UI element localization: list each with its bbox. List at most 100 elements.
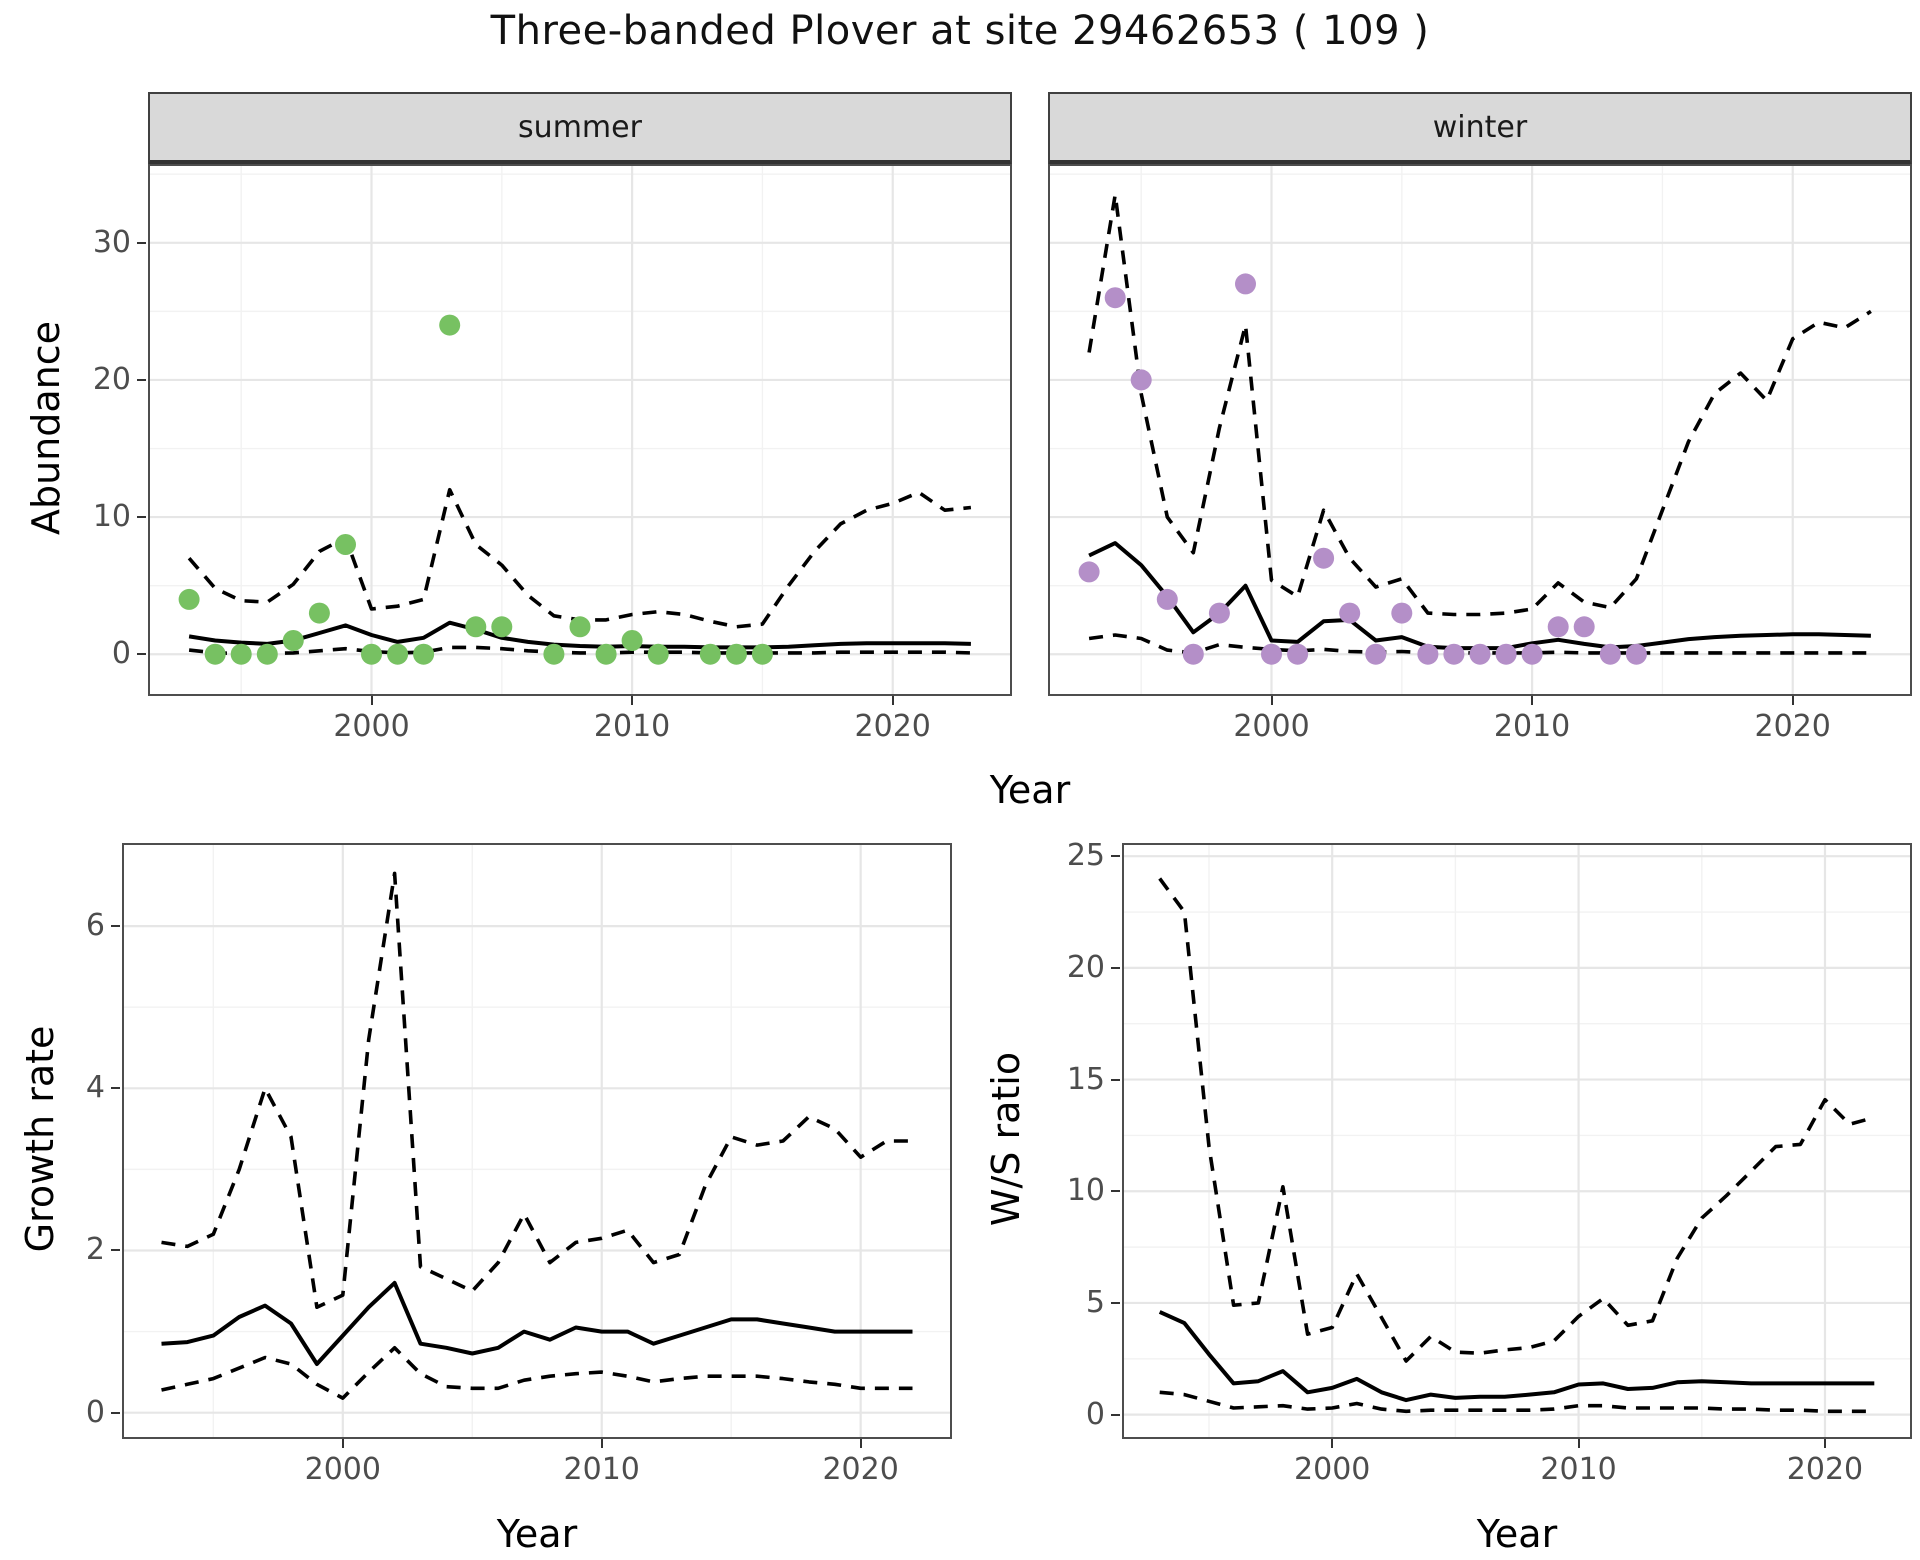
y-axis-title-ws-ratio: W/S ratio [984, 1051, 1028, 1227]
x-tick-label: 2010 [1540, 1452, 1617, 1487]
x-tick-label: 2020 [854, 709, 931, 744]
x-axis-title-ws-ratio: Year [1476, 1512, 1558, 1556]
lower-ci-line [161, 1345, 913, 1400]
y-tick [111, 1249, 120, 1252]
lower-ci-line [1159, 1390, 1875, 1414]
observation-point [1443, 643, 1465, 665]
x-tick-label: 2020 [1786, 1452, 1864, 1487]
chart-svg-growth-rate [124, 845, 950, 1437]
x-tick [859, 1439, 862, 1448]
observation-point [569, 616, 591, 638]
x-tick [891, 696, 894, 705]
y-axis-title-growth-rate: Growth rate [18, 1025, 62, 1253]
x-tick-label: 2000 [304, 1452, 381, 1487]
observation-point [1235, 273, 1256, 295]
panel-abundance-winter [1048, 164, 1912, 696]
observation-point [595, 643, 617, 665]
chart-svg-ws-ratio [1124, 845, 1910, 1437]
y-tick-label: 0 [85, 1394, 105, 1430]
x-tick-label: 2020 [822, 1452, 899, 1487]
y-tick [1111, 855, 1120, 858]
observation-point [1156, 588, 1178, 610]
y-tick-label: 20 [92, 361, 131, 397]
observation-point [647, 643, 669, 665]
y-tick [1111, 966, 1120, 969]
observation-point [621, 630, 643, 651]
upper-ci-line [1158, 877, 1875, 1363]
observation-point [439, 314, 461, 336]
y-tick-label: 2 [85, 1232, 105, 1268]
y-tick-label: 30 [92, 224, 131, 260]
observation-point [178, 588, 200, 610]
observation-point [751, 643, 773, 665]
panel-abundance-summer [148, 164, 1012, 696]
x-tick [1331, 1439, 1334, 1448]
x-tick [631, 696, 634, 705]
y-tick [137, 241, 146, 244]
facet-strip-summer: summer [148, 92, 1012, 166]
observation-point [699, 643, 721, 665]
x-tick [1577, 1439, 1580, 1448]
y-tick [137, 378, 146, 381]
x-tick [1531, 696, 1534, 705]
y-axis-title-abundance-summer: Abundance [24, 320, 68, 536]
observation-point [1625, 643, 1647, 665]
x-tick [1823, 1439, 1826, 1448]
y-tick [111, 1411, 120, 1414]
x-tick-label: 2010 [1493, 709, 1571, 744]
upper-ci-line [1087, 192, 1872, 617]
median-line [1158, 1310, 1875, 1403]
x-tick-label: 2010 [593, 709, 671, 744]
observation-point [1313, 547, 1335, 569]
y-tick [1111, 1078, 1120, 1081]
observation-point [1495, 643, 1517, 665]
y-tick-label: 0 [111, 636, 131, 672]
y-tick [137, 516, 146, 519]
observation-point [491, 616, 513, 638]
observation-point [1521, 643, 1543, 665]
x-tick [1791, 696, 1794, 705]
y-tick-label: 10 [1066, 1173, 1105, 1209]
y-tick-label: 25 [1066, 838, 1105, 874]
x-tick-label: 2000 [333, 709, 410, 744]
observation-point [282, 630, 304, 651]
observation-point [1261, 643, 1282, 665]
y-tick [137, 653, 146, 656]
observation-point [413, 643, 435, 665]
observation-point [361, 643, 382, 665]
chart-svg-abundance-winter [1050, 166, 1910, 694]
observation-point [1208, 602, 1230, 624]
observation-point [335, 534, 356, 555]
y-tick-label: 4 [85, 1070, 105, 1106]
observation-point [387, 643, 409, 665]
x-tick [341, 1439, 344, 1448]
x-tick-label: 2000 [1233, 709, 1310, 744]
y-tick-label: 0 [1085, 1396, 1105, 1432]
y-tick-label: 5 [1085, 1284, 1105, 1320]
observation-point [1547, 616, 1569, 638]
y-tick [1111, 1413, 1120, 1416]
chart-title: Three-banded Plover at site 29462653 ( 1… [490, 8, 1430, 54]
x-axis-title-top: Year [989, 768, 1071, 812]
observation-point [308, 602, 330, 624]
observation-point [1573, 616, 1595, 638]
observation-point [1078, 561, 1100, 583]
x-tick [1270, 696, 1273, 705]
lower-ci-line [188, 645, 971, 656]
facet-label: winter [1432, 109, 1528, 145]
observation-point [1417, 643, 1439, 665]
observation-point [465, 616, 487, 638]
observation-point [1365, 643, 1387, 665]
x-tick [600, 1439, 603, 1448]
x-tick-label: 2020 [1754, 709, 1831, 744]
y-tick-label: 6 [85, 908, 105, 944]
upper-ci-line [161, 871, 913, 1310]
upper-ci-line [187, 487, 972, 629]
x-tick-label: 2010 [563, 1452, 640, 1487]
y-tick-label: 10 [92, 499, 131, 535]
observation-point [204, 643, 226, 665]
observation-point [1182, 643, 1204, 665]
observation-point [543, 643, 565, 665]
x-axis-title-growth-rate: Year [496, 1512, 578, 1556]
